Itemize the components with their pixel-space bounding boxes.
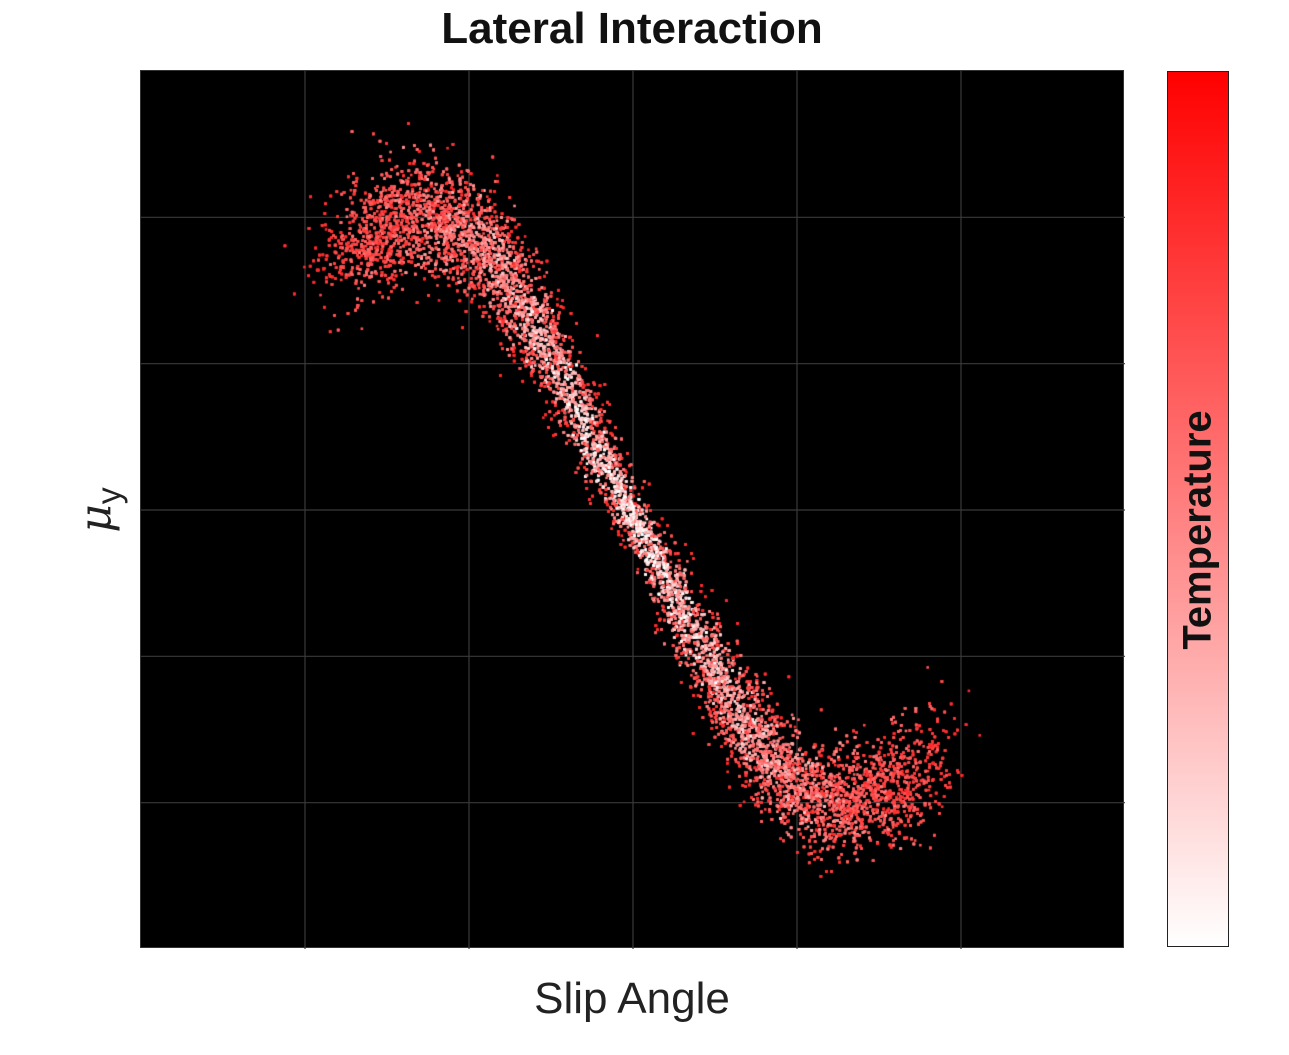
x-axis-label: Slip Angle xyxy=(534,974,730,1023)
colorbar-label: Temperature xyxy=(1175,410,1220,650)
y-axis-label: μy xyxy=(70,487,129,533)
scatter-points xyxy=(141,71,1125,949)
y-axis-label-subscript: y xyxy=(90,487,129,505)
plot-area xyxy=(140,70,1125,949)
chart-title: Lateral Interaction xyxy=(441,4,823,53)
y-axis-label-symbol: μ xyxy=(70,504,122,533)
colorbar xyxy=(1167,71,1229,947)
